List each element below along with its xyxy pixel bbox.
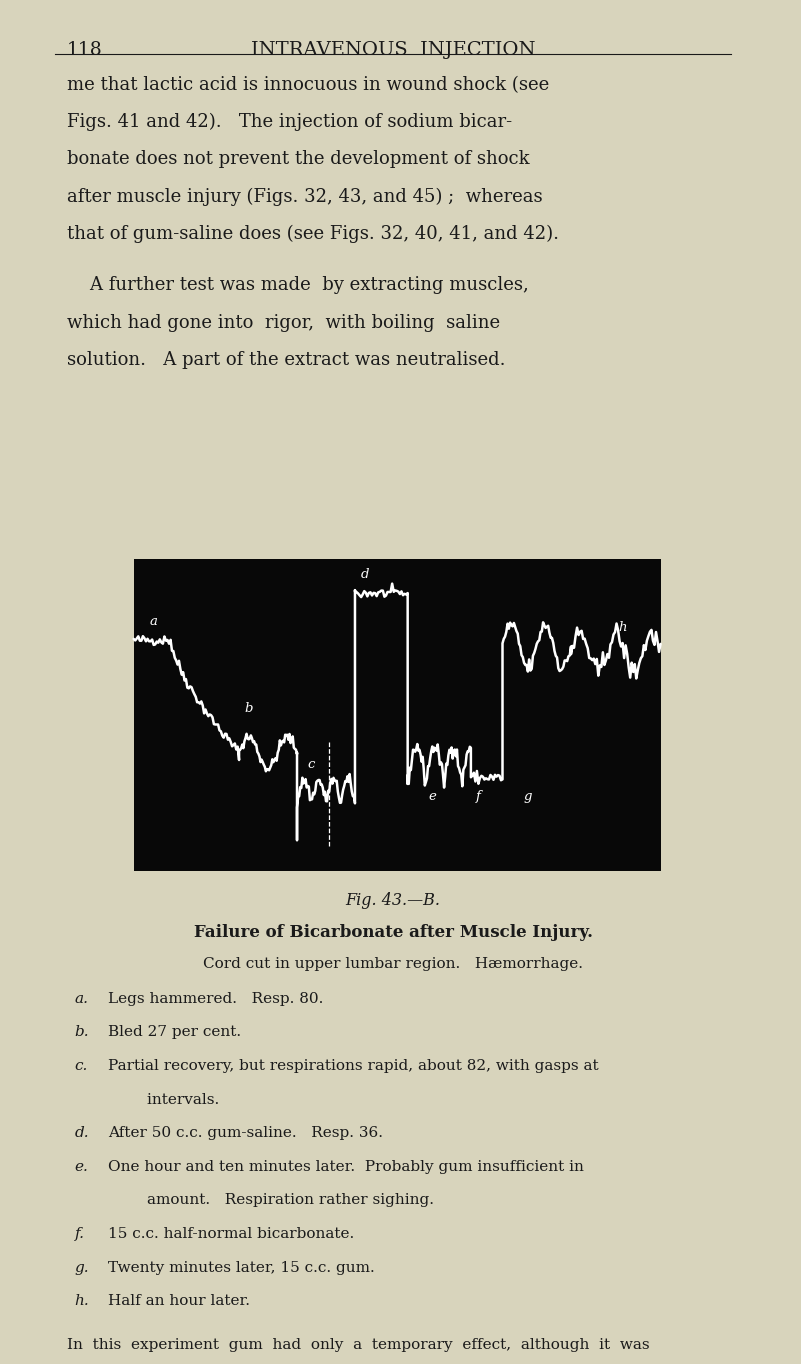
Text: 118: 118 bbox=[66, 41, 103, 59]
Text: Failure of Bicarbonate after Muscle Injury.: Failure of Bicarbonate after Muscle Inju… bbox=[194, 925, 593, 941]
Text: Fig. 43.—B.: Fig. 43.—B. bbox=[346, 892, 441, 908]
Text: e.: e. bbox=[74, 1159, 89, 1174]
Text: A further test was made  by extracting muscles,: A further test was made by extracting mu… bbox=[66, 277, 529, 295]
Text: me that lactic acid is innocuous in wound shock (see: me that lactic acid is innocuous in woun… bbox=[66, 76, 549, 94]
Text: h.: h. bbox=[74, 1294, 90, 1308]
Text: which had gone into  rigor,  with boiling  saline: which had gone into rigor, with boiling … bbox=[66, 314, 500, 331]
Text: f.: f. bbox=[74, 1228, 85, 1241]
Bar bbox=[134, 559, 661, 872]
Text: f: f bbox=[476, 790, 481, 802]
Text: after muscle injury (Figs. 32, 43, and 45) ;  whereas: after muscle injury (Figs. 32, 43, and 4… bbox=[66, 187, 542, 206]
Text: d.: d. bbox=[74, 1127, 90, 1140]
Text: c.: c. bbox=[74, 1058, 88, 1073]
Text: d: d bbox=[360, 567, 368, 581]
Text: c: c bbox=[308, 758, 315, 772]
Text: 15 c.c. half-normal bicarbonate.: 15 c.c. half-normal bicarbonate. bbox=[108, 1228, 354, 1241]
Text: Partial recovery, but respirations rapid, about 82, with gasps at: Partial recovery, but respirations rapid… bbox=[108, 1058, 598, 1073]
Text: a.: a. bbox=[74, 992, 89, 1005]
Text: amount.   Respiration rather sighing.: amount. Respiration rather sighing. bbox=[108, 1194, 433, 1207]
Text: INTRAVENOUS  INJECTION: INTRAVENOUS INJECTION bbox=[251, 41, 535, 59]
Text: Twenty minutes later, 15 c.c. gum.: Twenty minutes later, 15 c.c. gum. bbox=[108, 1260, 375, 1275]
Text: h: h bbox=[618, 621, 627, 634]
Text: After 50 c.c. gum-saline.   Resp. 36.: After 50 c.c. gum-saline. Resp. 36. bbox=[108, 1127, 383, 1140]
Text: b: b bbox=[244, 702, 253, 715]
Text: e: e bbox=[429, 790, 437, 802]
Text: a: a bbox=[150, 615, 157, 627]
Text: Figs. 41 and 42).   The injection of sodium bicar-: Figs. 41 and 42). The injection of sodiu… bbox=[66, 113, 512, 131]
Text: g.: g. bbox=[74, 1260, 90, 1275]
Text: Half an hour later.: Half an hour later. bbox=[108, 1294, 250, 1308]
Text: b.: b. bbox=[74, 1026, 90, 1039]
Text: solution.   A part of the extract was neutralised.: solution. A part of the extract was neut… bbox=[66, 351, 505, 368]
Text: g: g bbox=[524, 790, 532, 802]
Text: intervals.: intervals. bbox=[108, 1093, 219, 1106]
Text: that of gum-saline does (see Figs. 32, 40, 41, and 42).: that of gum-saline does (see Figs. 32, 4… bbox=[66, 225, 559, 243]
Text: Legs hammered.   Resp. 80.: Legs hammered. Resp. 80. bbox=[108, 992, 323, 1005]
Text: One hour and ten minutes later.  Probably gum insufficient in: One hour and ten minutes later. Probably… bbox=[108, 1159, 584, 1174]
Text: Cord cut in upper lumbar region.   Hæmorrhage.: Cord cut in upper lumbar region. Hæmorrh… bbox=[203, 956, 583, 971]
Text: Bled 27 per cent.: Bled 27 per cent. bbox=[108, 1026, 241, 1039]
Text: In  this  experiment  gum  had  only  a  temporary  effect,  although  it  was: In this experiment gum had only a tempor… bbox=[66, 1338, 650, 1352]
Text: bonate does not prevent the development of shock: bonate does not prevent the development … bbox=[66, 150, 529, 168]
